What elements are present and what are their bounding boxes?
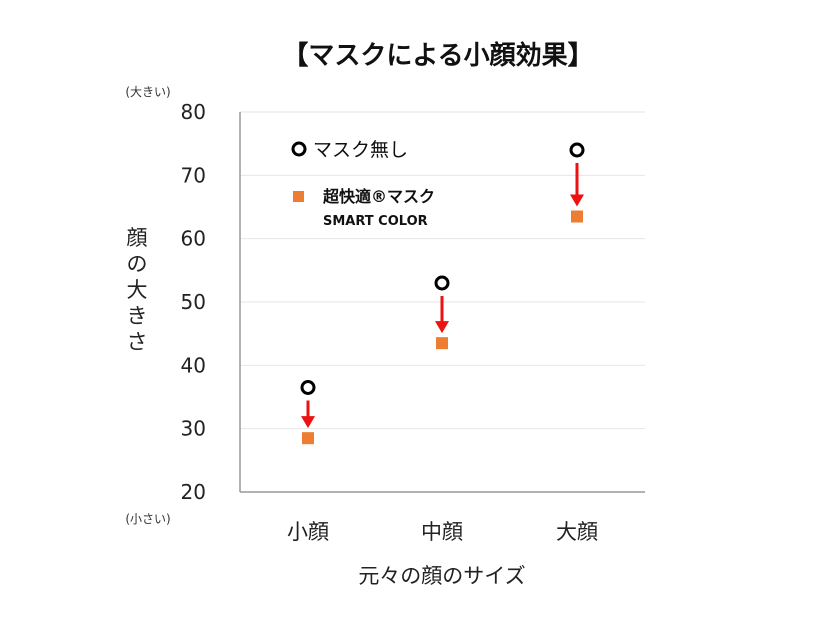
point-mask — [436, 337, 448, 350]
arrow-head — [301, 416, 315, 429]
point-no-mask — [569, 142, 585, 158]
y-top-note: (大きい) — [125, 85, 170, 99]
y-tick-labels: 20 30 40 50 60 70 80 — [181, 100, 206, 504]
x-category-label: 小顔 — [287, 520, 329, 544]
y-axis-title-char: 顔 — [127, 226, 148, 250]
data-markers — [300, 142, 585, 445]
y-tick-label: 30 — [181, 417, 206, 441]
x-category-label: 中顔 — [421, 520, 463, 544]
point-mask — [571, 210, 583, 223]
gridlines — [240, 111, 645, 430]
y-tick-label: 20 — [181, 480, 206, 504]
y-tick-label: 40 — [181, 353, 206, 377]
x-axis-title: 元々の顔のサイズ — [358, 564, 525, 588]
legend-marker-circle — [291, 141, 307, 157]
y-axis-title-char: さ — [127, 330, 148, 354]
point-mask — [302, 432, 314, 445]
legend-label-mask-sub: SMART COLOR — [323, 214, 428, 229]
legend: マスク無し 超快適®マスク SMART COLOR — [291, 139, 435, 229]
y-tick-label: 60 — [181, 227, 206, 251]
y-tick-label: 80 — [181, 100, 206, 124]
legend-marker-square — [293, 191, 304, 202]
y-axis-title-char: 大 — [127, 278, 148, 302]
y-tick-label: 70 — [181, 163, 206, 187]
y-axis-title-char: の — [127, 252, 148, 276]
point-no-mask — [434, 275, 450, 291]
chart-title: 【マスクによる小顔効果】 — [282, 40, 593, 71]
legend-label-mask: 超快適®マスク — [322, 187, 435, 206]
axes — [239, 112, 645, 493]
legend-label-no-mask: マスク無し — [313, 139, 408, 161]
y-axis-title-char: き — [127, 304, 148, 328]
arrow-head — [435, 321, 449, 334]
arrow-head — [570, 194, 584, 207]
y-bottom-note: (小さい) — [125, 512, 170, 526]
y-tick-label: 50 — [181, 290, 206, 314]
x-category-label: 大顔 — [556, 520, 598, 544]
point-no-mask — [300, 380, 316, 395]
x-category-labels: 小顔 中顔 大顔 — [287, 520, 598, 544]
arrows — [301, 163, 584, 429]
